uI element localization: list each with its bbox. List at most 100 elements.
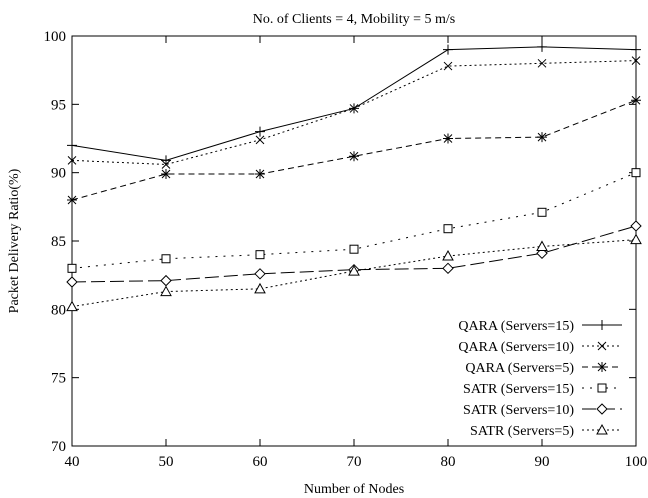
data-point xyxy=(67,195,77,205)
x-tick-label: 90 xyxy=(535,454,550,470)
data-point xyxy=(443,61,453,71)
asterisk-marker xyxy=(631,95,641,106)
diamond-marker xyxy=(630,220,642,232)
data-point xyxy=(442,262,454,275)
data-point xyxy=(161,160,171,169)
data-point xyxy=(67,263,77,273)
square-marker xyxy=(349,244,359,254)
y-tick-label: 90 xyxy=(51,166,66,182)
axis-ticks: 40 50 60 70 80 90 100 70 75 80 85 90 95 100 xyxy=(44,29,648,470)
data-point xyxy=(254,268,266,280)
data-point xyxy=(537,132,547,143)
y-tick-label: 80 xyxy=(51,302,66,318)
x-tick-label: 100 xyxy=(625,454,648,470)
legend-marker xyxy=(597,320,607,330)
data-point xyxy=(255,135,265,145)
y-tick-label: 100 xyxy=(44,29,67,45)
data-point xyxy=(66,276,78,288)
data-point xyxy=(349,151,359,162)
data-point xyxy=(443,44,453,55)
data-point xyxy=(254,282,266,294)
legend-label: SATR (Servers=10) xyxy=(463,403,574,418)
data-point xyxy=(349,244,359,254)
series-3 xyxy=(67,95,641,205)
x-marker xyxy=(537,58,547,68)
diamond-marker xyxy=(160,274,172,287)
x-tick-label: 80 xyxy=(441,454,456,470)
triangle-marker xyxy=(66,300,78,312)
square-marker xyxy=(67,263,77,273)
square-marker xyxy=(443,224,453,234)
x-tick-label: 60 xyxy=(253,454,268,470)
plus-marker xyxy=(631,44,641,55)
asterisk-marker xyxy=(67,195,77,205)
data-point xyxy=(67,140,77,151)
series-line xyxy=(71,99,637,201)
plus-marker xyxy=(597,320,607,330)
x-tick-label: 50 xyxy=(159,454,174,470)
x-marker xyxy=(443,61,453,71)
x-marker xyxy=(161,160,171,169)
legend-marker xyxy=(597,341,607,351)
x-tick-label: 40 xyxy=(65,454,80,470)
data-point xyxy=(443,224,453,234)
asterisk-marker xyxy=(255,169,265,180)
data-point xyxy=(66,300,78,312)
legend-label: SATR (Servers=15) xyxy=(463,382,574,397)
y-tick-label: 95 xyxy=(51,97,66,113)
triangle-marker xyxy=(160,285,172,297)
square-marker xyxy=(161,254,171,264)
plus-marker xyxy=(537,41,547,52)
series-line xyxy=(71,172,637,269)
legend-marker xyxy=(597,383,607,393)
legend-label: QARA (Servers=10) xyxy=(458,340,574,355)
data-point xyxy=(255,250,265,260)
asterisk-marker xyxy=(443,133,453,144)
data-point xyxy=(442,250,454,261)
data-point xyxy=(537,207,547,217)
y-axis-title: Packet Delivery Ratio(%) xyxy=(7,168,22,313)
legend-item: SATR (Servers=5) xyxy=(470,423,622,439)
square-marker xyxy=(255,250,265,260)
triangle-marker xyxy=(596,423,608,435)
legend-label: QARA (Servers=5) xyxy=(465,361,574,376)
data-point xyxy=(348,265,360,276)
data-point xyxy=(537,41,547,52)
legend: QARA (Servers=15) QARA (Servers=10) QARA (… xyxy=(458,319,622,439)
diamond-marker xyxy=(596,403,608,415)
data-point xyxy=(160,274,172,287)
square-marker xyxy=(537,207,547,217)
y-tick-label: 75 xyxy=(51,371,66,387)
asterisk-marker xyxy=(597,362,607,372)
series-lines xyxy=(66,41,642,312)
legend-item: QARA (Servers=10) xyxy=(458,340,622,355)
y-tick-label: 70 xyxy=(51,439,66,455)
x-marker xyxy=(597,341,607,351)
x-marker xyxy=(349,104,359,113)
asterisk-marker xyxy=(349,151,359,162)
x-marker xyxy=(67,156,77,165)
data-point xyxy=(537,58,547,68)
data-point xyxy=(536,240,548,251)
square-marker xyxy=(631,168,641,178)
triangle-marker xyxy=(348,265,360,276)
series-5 xyxy=(66,220,642,288)
x-marker xyxy=(255,135,265,145)
data-point xyxy=(161,155,171,166)
data-point xyxy=(631,95,641,106)
data-point xyxy=(630,220,642,232)
x-marker xyxy=(631,56,641,65)
data-point xyxy=(255,126,265,137)
data-point xyxy=(631,168,641,178)
data-point xyxy=(349,104,359,113)
series-2 xyxy=(67,56,641,169)
data-point xyxy=(631,56,641,65)
triangle-marker xyxy=(254,282,266,294)
triangle-marker xyxy=(442,250,454,261)
plus-marker xyxy=(255,126,265,137)
diamond-marker xyxy=(442,262,454,275)
asterisk-marker xyxy=(537,132,547,143)
legend-item: SATR (Servers=15) xyxy=(463,382,622,397)
legend-marker xyxy=(596,403,608,415)
